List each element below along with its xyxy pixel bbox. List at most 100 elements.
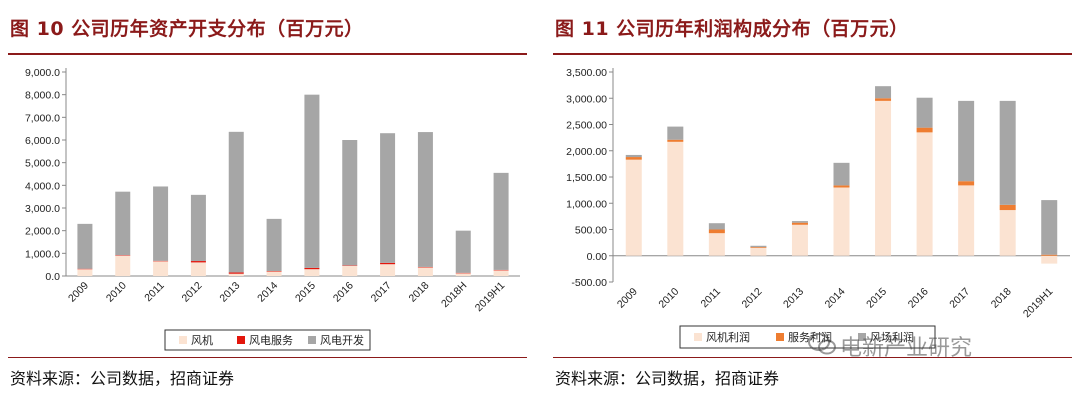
bar-segment-服务利润 <box>833 185 850 188</box>
x-tick-label: 2017 <box>947 286 972 311</box>
x-tick-label: 2015 <box>293 280 318 305</box>
bar-segment-风电服务 <box>493 269 509 271</box>
bar-segment-风场利润 <box>958 100 975 182</box>
bar-segment-风机 <box>266 271 282 276</box>
bar-segment-风机 <box>455 273 471 276</box>
bar-segment-风机利润 <box>791 224 808 256</box>
title-rule <box>8 53 527 55</box>
legend-box <box>164 329 371 351</box>
y-tick-label: 0.00 <box>587 251 608 263</box>
bar-segment-风场利润 <box>916 97 933 128</box>
y-tick-label: 2,000.00 <box>566 146 607 158</box>
figure-11: 图 11 公司历年利润构成分布（百万元） 3,500.00 3,000.00 2,5… <box>545 0 1080 406</box>
source-rule <box>553 357 1072 358</box>
y-tick-label: 7,000.0 <box>25 112 60 124</box>
bar-segment-服务利润 <box>916 127 933 133</box>
bar-segment-风电服务 <box>190 261 206 263</box>
x-tick-label: 2014 <box>255 280 280 305</box>
y-tick-label: 6,000.0 <box>25 135 60 147</box>
x-tick-label: 2009 <box>615 286 640 311</box>
bar-segment-服务利润 <box>791 222 808 225</box>
bar-segment-风机利润 <box>958 185 975 256</box>
bar-segment-风机利润 <box>667 141 684 256</box>
x-tick-label: 2012 <box>180 280 205 305</box>
y-tick-label: -500.00 <box>571 277 607 289</box>
bar-segment-风机利润 <box>916 132 933 256</box>
bar-segment-风场利润 <box>1041 200 1058 255</box>
x-tick-label: 2010 <box>656 286 681 311</box>
legend-swatch <box>858 333 866 341</box>
bar-segment-服务利润 <box>958 181 975 186</box>
y-tick-label: 3,000.0 <box>25 203 60 215</box>
bar-segment-风电服务 <box>455 272 471 274</box>
bar-segment-风机 <box>153 261 169 276</box>
bar-segment-风电开发 <box>190 194 206 262</box>
bar-segment-风电服务 <box>266 271 282 272</box>
y-tick-label: 1,000.0 <box>25 248 60 260</box>
x-tick-label: 2018H <box>439 280 469 310</box>
x-tick-label: 2011 <box>142 280 167 305</box>
bar-segment-风电开发 <box>455 230 471 273</box>
source-note: 资料来源：公司数据，招商证券 <box>10 369 235 388</box>
source-note: 资料来源：公司数据，招商证券 <box>555 369 780 388</box>
bar-segment-风机利润 <box>750 247 767 256</box>
legend-swatch <box>179 336 187 344</box>
legend-label: 风电开发 <box>320 333 364 347</box>
bar-segment-风电开发 <box>266 218 282 272</box>
y-tick-label: 0.0 <box>45 271 60 283</box>
y-tick-label: 2,500.00 <box>566 120 607 132</box>
bar-segment-风机 <box>380 264 396 276</box>
bar-segment-风机利润 <box>875 100 892 256</box>
y-tick-label: 1,500.00 <box>566 172 607 184</box>
x-tick-label: 2016 <box>906 286 931 311</box>
bar-segment-风场利润 <box>999 100 1016 205</box>
x-tick-label: 2018 <box>989 286 1014 311</box>
bar-segment-风场利润 <box>833 162 850 186</box>
capex-chart: 9,000.0 8,000.0 7,000.0 6,000.0 5,000.0 4,000… <box>25 67 520 351</box>
x-tick-label: 2019H1 <box>473 280 508 315</box>
bar-segment-风电开发 <box>417 132 433 267</box>
x-tick-label: 2012 <box>740 286 765 311</box>
bar-segment-风机 <box>342 265 358 276</box>
y-tick-label: 8,000.0 <box>25 90 60 102</box>
bar-segment-风场利润 <box>708 223 725 230</box>
bar-segment-风机 <box>190 262 206 276</box>
figure-title: 图 11 公司历年利润构成分布（百万元） <box>555 18 909 40</box>
x-tick-label: 2018 <box>407 280 432 305</box>
bar-segment-服务利润 <box>625 157 642 160</box>
x-tick-label: 2014 <box>823 286 848 311</box>
x-tick-label: 2011 <box>699 286 724 311</box>
x-tick-label: 2010 <box>104 280 129 305</box>
bar-segment-风电开发 <box>380 133 396 263</box>
x-tick-label: 2013 <box>781 286 806 311</box>
title-rule <box>553 53 1072 55</box>
legend-label: 风机利润 <box>706 330 750 344</box>
legend-swatch <box>694 333 702 341</box>
bar-segment-服务利润 <box>875 98 892 101</box>
bar-segment-风电服务 <box>342 265 358 266</box>
legend-box <box>679 325 936 349</box>
wechat-icon <box>808 333 836 355</box>
bar-segment-风电服务 <box>115 255 131 256</box>
y-tick-label: 9,000.0 <box>25 67 60 79</box>
bar-segment-风机利润 <box>999 210 1016 256</box>
x-tick-label: 2013 <box>217 280 242 305</box>
bar-segment-风机 <box>493 270 509 276</box>
bar-segment-风机利润 <box>708 233 725 256</box>
bar-segment-风电服务 <box>77 268 93 270</box>
bar-segment-风场利润 <box>625 154 642 158</box>
bar-segment-风机 <box>304 269 320 276</box>
legend-swatch <box>237 336 245 344</box>
bar-segment-风电开发 <box>153 186 169 261</box>
x-tick-label: 2015 <box>864 286 889 311</box>
bar-segment-服务利润 <box>708 229 725 234</box>
bar-segment-风机利润 <box>625 159 642 256</box>
watermark-text: 电新产业研究 <box>840 336 973 361</box>
bar-segment-风机 <box>228 273 244 276</box>
bar-segment-风电开发 <box>493 172 509 270</box>
figure-10: 图 10 公司历年资产开支分布（百万元） 9,000.0 8,000.0 7,000… <box>0 0 535 406</box>
legend-label: 风机 <box>191 333 213 347</box>
bar-segment-风电开发 <box>228 131 244 273</box>
bar-segment-风电服务 <box>417 266 433 268</box>
y-tick-label: 1,000.00 <box>566 198 607 210</box>
